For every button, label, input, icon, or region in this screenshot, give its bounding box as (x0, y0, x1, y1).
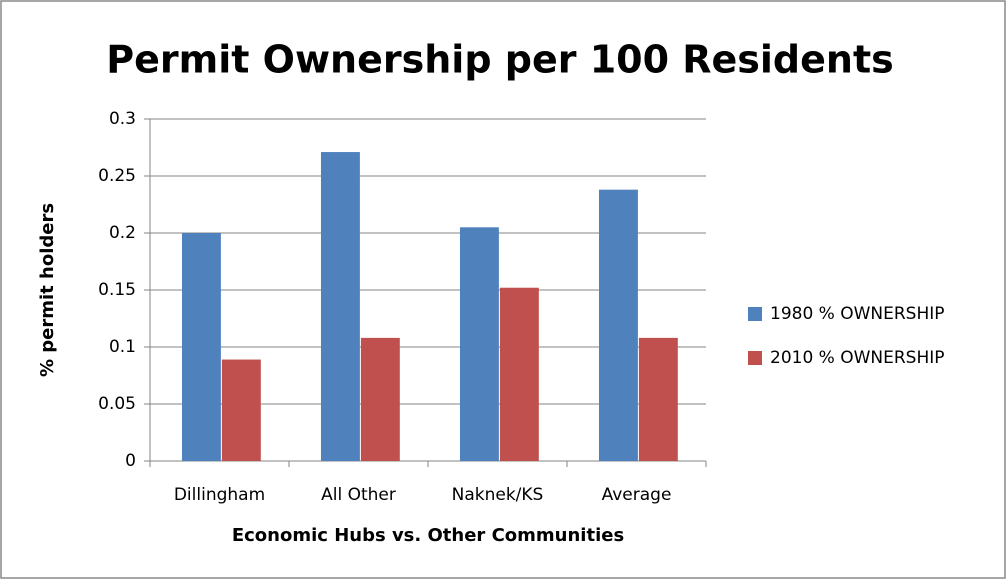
y-axis-label: % permit holders (37, 203, 58, 377)
bar (598, 189, 638, 461)
y-tick-label: 0.25 (98, 166, 136, 186)
bar (499, 287, 539, 461)
y-tick-label: 0.3 (109, 109, 136, 129)
chart-title: Permit Ownership per 100 Residents (106, 38, 893, 82)
bar (320, 152, 360, 461)
y-tick-label: 0.05 (98, 394, 136, 414)
bar (221, 359, 261, 461)
x-tick-label: Dillingham (174, 485, 265, 505)
x-tick-label: All Other (321, 485, 396, 505)
bar (638, 337, 678, 461)
bar (459, 227, 499, 461)
x-axis-label: Economic Hubs vs. Other Communities (232, 525, 624, 546)
legend-label: 2010 % OWNERSHIP (770, 348, 945, 368)
y-tick-label: 0 (125, 451, 136, 471)
y-tick-label: 0.1 (109, 337, 136, 357)
y-tick-label: 0.2 (109, 223, 136, 243)
legend-swatch (748, 307, 762, 321)
y-tick-label: 0.15 (98, 280, 136, 300)
bar (181, 233, 221, 461)
legend-label: 1980 % OWNERSHIP (770, 304, 945, 324)
bar (360, 337, 400, 461)
x-tick-label: Naknek/KS (452, 485, 544, 505)
legend-swatch (748, 351, 762, 365)
x-tick-label: Average (602, 485, 672, 505)
